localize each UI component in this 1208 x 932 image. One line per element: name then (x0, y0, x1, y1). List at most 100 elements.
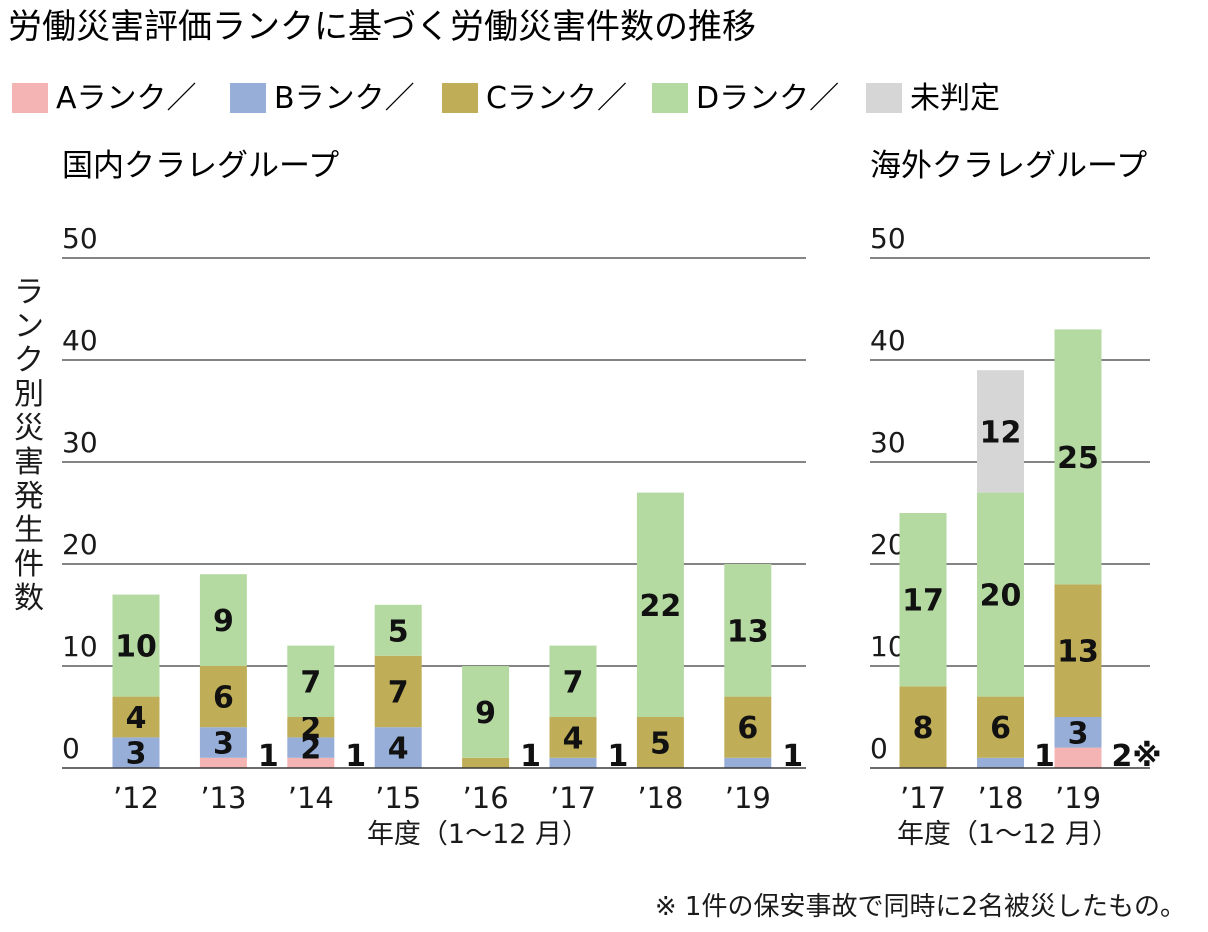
data-label: 9 (475, 696, 496, 731)
panel-title: 国内クラレグループ (62, 148, 339, 184)
side-data-label: 1 (345, 739, 366, 774)
bar-segment-b (199, 727, 247, 758)
x-tick-label: ’13 (200, 781, 246, 815)
data-label: 8 (913, 711, 934, 746)
x-tick-label: ’18 (637, 781, 683, 815)
bar-segment-c (462, 757, 510, 768)
x-tick-label: ’16 (463, 781, 509, 815)
y-tick-label: 20 (62, 528, 98, 561)
legend-swatch-c (442, 83, 478, 113)
data-label: 22 (640, 589, 682, 624)
panel-1: 国内クラレグループ010203040503410’123691’132271’1… (62, 148, 806, 850)
data-label: 10 (115, 630, 157, 665)
data-label: 6 (213, 681, 234, 716)
data-label: 3 (213, 727, 234, 762)
data-label: 6 (737, 711, 758, 746)
data-label: 13 (727, 614, 769, 649)
legend-label-a: Aランク／ (56, 81, 197, 116)
data-label: 6 (990, 711, 1011, 746)
data-label: 3 (1068, 716, 1089, 751)
y-axis-label-char: ン (14, 309, 44, 344)
panel-title: 海外クラレグループ (870, 148, 1147, 184)
x-tick-label: ’19 (1055, 781, 1101, 815)
bar-segment-b (112, 737, 160, 768)
legend-label-b: Bランク／ (274, 81, 415, 116)
bar-segment-d (287, 645, 335, 717)
bar-segment-c (199, 666, 247, 728)
data-label: 4 (388, 732, 409, 767)
x-tick-label: ’19 (725, 781, 771, 815)
data-label: 7 (388, 676, 409, 711)
y-axis-label-char: ク (14, 343, 44, 378)
bar-segment-b (374, 727, 422, 768)
legend-label-c: Cランク／ (486, 81, 627, 116)
footnote: ※ 1件の保安事故で同時に2名被災したもの。 (655, 892, 1186, 922)
x-tick-label: ’14 (288, 781, 334, 815)
bar-segment-c (636, 717, 684, 768)
bar-segment-b (549, 757, 597, 768)
legend: Aランク／ Bランク／ Cランク／ Dランク／ 未判定 (12, 81, 1000, 116)
y-axis-label-char: ラ (14, 275, 44, 310)
side-data-label: 1 (608, 739, 629, 774)
data-label: 20 (980, 579, 1022, 614)
bar-segment-d (899, 513, 947, 687)
bar-segment-c (724, 696, 772, 758)
data-label: 17 (902, 584, 944, 619)
x-tick-label: ’18 (977, 781, 1023, 815)
side-data-label: 2※ (1112, 739, 1162, 774)
data-label: 13 (1057, 635, 1099, 670)
bar-segment-d (724, 564, 772, 697)
data-label: 4 (563, 721, 584, 756)
side-data-label: 1 (258, 739, 279, 774)
bar-segment-d (199, 574, 247, 666)
side-data-label: 1 (782, 739, 803, 774)
side-data-label: 1 (1034, 739, 1055, 774)
bar-segment-d (374, 604, 422, 656)
bar-segment-a (1054, 747, 1102, 768)
legend-swatch-b (230, 83, 266, 113)
x-axis-label: 年度（1〜12 月） (897, 819, 1119, 850)
bar-segment-b (977, 757, 1024, 768)
chart-panels: 国内クラレグループ010203040503410’123691’132271’1… (62, 148, 1162, 850)
bar-segment-c (112, 696, 160, 738)
x-tick-label: ’15 (375, 781, 421, 815)
y-axis-label-char: 災 (14, 411, 44, 446)
y-axis-label-char: 件 (14, 547, 44, 582)
y-tick-label: 30 (870, 426, 906, 459)
data-label: 9 (213, 604, 234, 639)
bar-segment-c (374, 655, 422, 728)
data-label: 12 (980, 415, 1022, 450)
bar-segment-c (899, 686, 947, 768)
y-axis-label-char: 害 (14, 445, 44, 480)
side-data-label: 1 (520, 739, 541, 774)
legend-label-d: Dランク／ (696, 81, 839, 116)
y-tick-label: 40 (870, 324, 906, 357)
y-tick-label: 50 (62, 222, 98, 255)
bar-segment-c (977, 696, 1024, 758)
x-tick-label: ’12 (113, 781, 159, 815)
x-tick-label: ’17 (900, 781, 946, 815)
data-label: 5 (650, 727, 671, 762)
y-axis-label-char: 別 (14, 377, 44, 412)
bar-segment-c (287, 717, 335, 738)
data-label: 4 (126, 701, 147, 736)
y-tick-label: 10 (62, 630, 98, 663)
bar-segment-d (462, 666, 510, 758)
bar-segment-u (977, 370, 1024, 493)
y-axis-label-char: 発 (14, 479, 44, 514)
bar-segment-b (1054, 717, 1102, 748)
data-label: 7 (300, 665, 321, 700)
y-tick-label: 0 (62, 732, 80, 765)
x-axis-label: 年度（1〜12 月） (367, 819, 589, 850)
chart-title: 労働災害評価ランクに基づく労働災害件数の推移 (8, 7, 756, 47)
bar-segment-a (287, 757, 335, 768)
data-label: 7 (563, 665, 584, 700)
legend-label-u: 未判定 (910, 81, 1000, 116)
legend-swatch-u (866, 83, 902, 113)
y-axis-label-char: 数 (14, 581, 44, 616)
y-tick-label: 40 (62, 324, 98, 357)
bar-segment-d (112, 594, 160, 697)
x-tick-label: ’17 (550, 781, 596, 815)
